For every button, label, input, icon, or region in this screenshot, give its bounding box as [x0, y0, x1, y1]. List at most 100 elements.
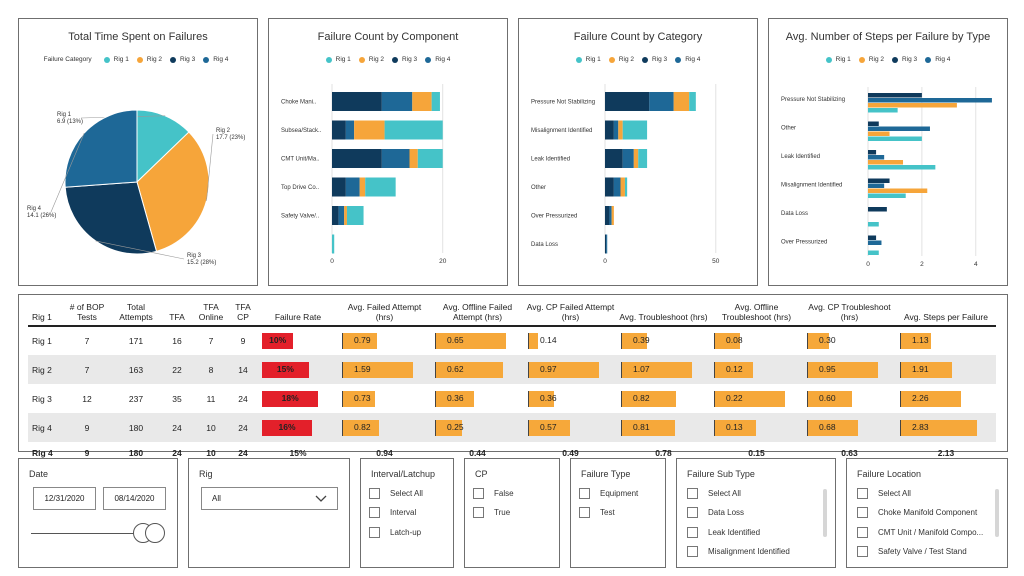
checkbox[interactable]	[473, 488, 484, 499]
scrollbar[interactable]	[995, 489, 999, 537]
failure-location-filter: Failure Location Select All Choke Manifo…	[846, 458, 1008, 568]
legend-item-rig4[interactable]: Rig 4	[925, 56, 950, 63]
checkbox[interactable]	[369, 488, 380, 499]
col-header[interactable]: Avg. Troubleshoot (hrs)	[617, 300, 710, 327]
legend-item-rig3[interactable]: Rig 3	[642, 56, 667, 63]
checkbox-misalignment[interactable]: Misalignment Identified	[687, 546, 790, 557]
start-date-input[interactable]: 12/31/2020	[33, 487, 96, 510]
bar-segment	[384, 120, 443, 140]
col-header[interactable]: TFA Online	[194, 300, 228, 327]
bar-segment	[354, 120, 385, 140]
metric-bar: 1.13	[900, 333, 996, 349]
total-cell: 0.49	[562, 448, 579, 458]
checkbox[interactable]	[473, 507, 484, 518]
metric-value: 0.13	[726, 421, 743, 432]
metric-value: 0.62	[447, 363, 464, 374]
legend-item-rig1[interactable]: Rig 1	[325, 56, 351, 63]
legend-title: Failure Category	[43, 56, 92, 63]
col-header[interactable]: Rig 1	[28, 300, 62, 327]
col-header[interactable]: Failure Rate	[258, 300, 338, 327]
legend-item-rig4[interactable]: Rig 4	[425, 56, 450, 63]
col-header[interactable]: Avg. Offline Failed Attempt (hrs)	[431, 300, 524, 327]
bar-segment	[417, 149, 443, 168]
checkbox-cmt-unit[interactable]: CMT Unit / Manifold Compo...	[857, 527, 983, 538]
checkbox[interactable]	[857, 488, 868, 499]
total-cell: 2.13	[937, 448, 955, 458]
legend-item-rig1[interactable]: Rig 1	[575, 56, 601, 63]
scrollbar[interactable]	[823, 489, 827, 537]
col-header[interactable]: TFA CP	[228, 300, 258, 327]
checkbox[interactable]	[857, 546, 868, 557]
table-row[interactable]: Rig 2 7 163 22 8 14 15% 1.59 0.62 0.97 1.07 0.12 0.9…	[28, 355, 996, 384]
checkbox[interactable]	[687, 507, 698, 518]
date-slider-track[interactable]	[31, 533, 149, 534]
table-cell: Rig 1	[32, 336, 52, 346]
col-header[interactable]: Total Attempts	[112, 300, 160, 327]
checkbox[interactable]	[857, 527, 868, 538]
checkbox[interactable]	[687, 527, 698, 538]
table-row[interactable]: Rig 4 9 180 24 10 24 16% 0.82 0.25 0.57 0.81 0.13 0.…	[28, 413, 996, 442]
checkbox-data-loss[interactable]: Data Loss	[687, 507, 744, 518]
legend-item-rig3[interactable]: Rig 3	[892, 56, 917, 63]
steps-bar-chart[interactable]: 0 2 4 Pressure Not Stabilizing Other Leak Ide…	[769, 71, 1007, 285]
metric-cell: 0.82	[617, 384, 710, 413]
checkbox-latch-up[interactable]: Latch-up	[369, 527, 421, 538]
category-bar-chart[interactable]: 0 50 Pressure Not Stabilizing Misalignment …	[519, 71, 757, 285]
legend-item-rig1[interactable]: Rig 1	[103, 56, 129, 63]
col-header[interactable]: # of BOP Tests	[62, 300, 112, 327]
col-header[interactable]: Avg. Failed Attempt (hrs)	[338, 300, 431, 327]
checkbox-choke-manifold[interactable]: Choke Manifold Component	[857, 507, 977, 518]
metric-value: 0.82	[354, 421, 371, 432]
checkbox-select-all[interactable]: Select All	[687, 488, 741, 499]
y-tick-label: Pressure Not Stabilizing	[531, 100, 595, 106]
checkbox-equipment[interactable]: Equipment	[579, 488, 638, 499]
checkbox-true[interactable]: True	[473, 507, 510, 518]
bar-segment	[332, 92, 382, 111]
bar-segment	[332, 206, 339, 225]
checkbox[interactable]	[687, 488, 698, 499]
col-header[interactable]: TFA	[160, 300, 194, 327]
checkbox-interval[interactable]: Interval	[369, 507, 416, 518]
legend-item-rig3[interactable]: Rig 3	[170, 56, 195, 63]
checkbox-false[interactable]: False	[473, 488, 514, 499]
metric-bar-fill	[807, 333, 830, 349]
bar-segment	[620, 177, 625, 197]
col-header[interactable]: Avg. Steps per Failure	[896, 300, 996, 327]
metric-bar: 2.83	[900, 419, 996, 436]
checkbox-select-all[interactable]: Select All	[857, 488, 911, 499]
checkbox[interactable]	[579, 488, 590, 499]
checkbox[interactable]	[369, 527, 380, 538]
checkbox-test[interactable]: Test	[579, 507, 615, 518]
bar	[868, 155, 885, 160]
failure-sub-type-title: Failure Sub Type	[687, 469, 755, 479]
legend-item-rig2[interactable]: Rig 2	[136, 56, 162, 63]
metric-value: 0.30	[819, 335, 836, 345]
date-slider-handle-end[interactable]	[145, 523, 165, 543]
legend-item-rig2[interactable]: Rig 2	[608, 56, 634, 63]
table-row[interactable]: Rig 1 7 171 16 7 9 10% 0.79 0.65 0.14 0.39 0.08 0.30…	[28, 326, 996, 355]
col-header[interactable]: Avg. Offline Troubleshoot (hrs)	[710, 300, 803, 327]
col-header[interactable]: Avg. CP Troubleshoot (hrs)	[803, 300, 896, 327]
legend-item-rig2[interactable]: Rig 2	[858, 56, 884, 63]
legend-item-rig4[interactable]: Rig 4	[675, 56, 700, 63]
checkbox[interactable]	[857, 507, 868, 518]
checkbox[interactable]	[687, 546, 698, 557]
component-bar-chart[interactable]: 0 20 Choke Mani.. Subsea/Stack.. CMT Unit/Ma…	[269, 71, 507, 285]
pie-chart[interactable]: Rig 16.9 (13%) Rig 217.7 (23%) Rig 315.2 (…	[19, 73, 257, 283]
checkbox-leak-identified[interactable]: Leak Identified	[687, 527, 760, 538]
legend-item-rig1[interactable]: Rig 1	[825, 56, 851, 63]
legend-item-rig4[interactable]: Rig 4	[203, 56, 228, 63]
legend-item-rig2[interactable]: Rig 2	[358, 56, 384, 63]
end-date-input[interactable]: 08/14/2020	[103, 487, 166, 510]
checkbox[interactable]	[579, 507, 590, 518]
table-row[interactable]: Rig 3 12 237 35 11 24 18% 0.73 0.36 0.36 0.82 0.22 0…	[28, 384, 996, 413]
col-header[interactable]: Avg. CP Failed Attempt (hrs)	[524, 300, 617, 327]
rig-select[interactable]: All	[201, 487, 338, 510]
metric-value: 0.97	[540, 363, 557, 374]
metric-value: 0.60	[819, 392, 836, 403]
bar-segment	[605, 234, 607, 254]
checkbox-select-all[interactable]: Select All	[369, 488, 423, 499]
checkbox[interactable]	[369, 507, 380, 518]
checkbox-safety-valve[interactable]: Safety Valve / Test Stand	[857, 546, 967, 557]
legend-item-rig3[interactable]: Rig 3	[392, 56, 417, 63]
